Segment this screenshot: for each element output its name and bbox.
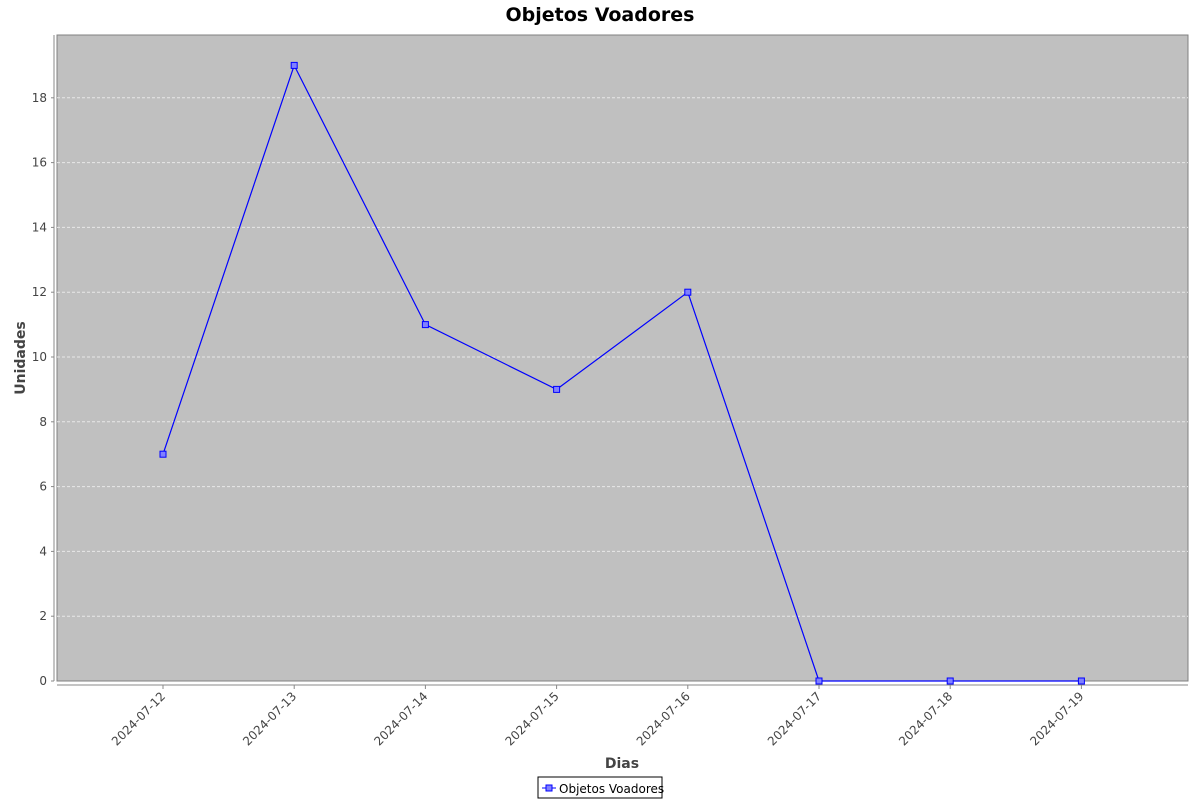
axes: [53, 35, 1188, 686]
x-axis-label: Dias: [605, 756, 639, 772]
x-tick-label: 2024-07-18: [896, 689, 955, 748]
y-axis-label: Unidades: [13, 321, 29, 394]
data-point: [553, 385, 561, 393]
data-point: [1077, 677, 1085, 685]
data-point: [421, 321, 429, 329]
x-tick-label: 2024-07-14: [371, 689, 430, 748]
x-tick-label: 2024-07-12: [109, 689, 168, 748]
y-tick-label: 6: [39, 480, 47, 494]
x-axis-ticks: 2024-07-12 2024-07-13 2024-07-14 2024-07-15…: [109, 685, 1087, 748]
plot-background: [56, 34, 1189, 682]
gridlines: [57, 97, 1188, 617]
x-tick-label: 2024-07-17: [765, 689, 824, 748]
y-tick-label: 12: [32, 285, 47, 299]
legend-label: Objetos Voadores: [559, 782, 664, 796]
data-point: [159, 450, 167, 458]
y-tick-label: 4: [39, 544, 47, 558]
legend: Objetos Voadores: [537, 776, 664, 799]
data-point: [290, 61, 298, 69]
data-point: [815, 677, 823, 685]
x-tick-label: 2024-07-13: [240, 689, 299, 748]
data-point: [946, 677, 954, 685]
y-tick-label: 16: [32, 156, 47, 170]
series-line: [162, 63, 1082, 682]
y-tick-label: 2: [39, 609, 47, 623]
series-layer: [159, 61, 1085, 685]
y-tick-label: 10: [32, 350, 47, 364]
chart-title: Objetos Voadores: [506, 4, 695, 26]
x-tick-label: 2024-07-19: [1027, 689, 1086, 748]
data-point: [684, 288, 692, 296]
y-tick-label: 8: [39, 415, 47, 429]
legend-marker: [545, 784, 553, 792]
legend-box: [537, 776, 663, 799]
y-tick-label: 18: [32, 91, 47, 105]
y-tick-label: 14: [32, 220, 47, 234]
y-tick-label: 0: [39, 674, 47, 688]
x-tick-label: 2024-07-16: [634, 689, 693, 748]
y-axis-ticks: 0 2 4 6 8 10 12 14 16 18: [32, 91, 54, 688]
x-tick-label: 2024-07-15: [503, 689, 562, 748]
